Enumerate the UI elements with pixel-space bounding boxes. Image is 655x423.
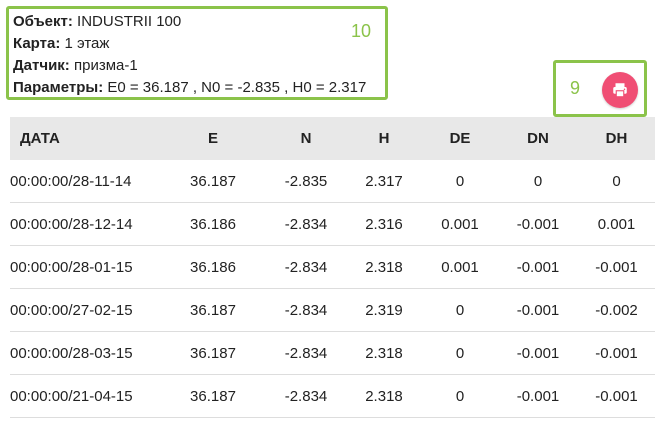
table-header: ДАТА E N H DE DN DH: [10, 117, 655, 160]
print-button[interactable]: [602, 72, 638, 108]
table-row: 00:00:00/28-01-15 36.186 -2.834 2.318 0.…: [10, 246, 655, 289]
params-label: Параметры:: [13, 79, 104, 96]
object-line: Объект: INDUSTRII 100: [13, 13, 181, 31]
cell-n: -2.834: [284, 344, 328, 362]
cell-h: 2.318: [365, 387, 403, 405]
cell-n: -2.834: [284, 301, 328, 319]
cell-dn: -0.001: [516, 258, 560, 276]
object-value: INDUSTRII 100: [77, 13, 182, 30]
cell-date: 00:00:00/27-02-15: [10, 301, 133, 319]
printer-icon: [613, 83, 627, 98]
cell-h: 2.318: [365, 344, 403, 362]
sensor-line: Датчик: призма-1: [13, 57, 138, 75]
table-row: 00:00:00/28-03-15 36.187 -2.834 2.318 0 …: [10, 332, 655, 375]
cell-dn: -0.001: [516, 387, 560, 405]
cell-e: 36.186: [190, 215, 236, 233]
cell-de: 0.001: [441, 258, 479, 276]
cell-dn: 0: [533, 172, 543, 190]
cell-de: 0: [455, 387, 465, 405]
table-row: 00:00:00/21-04-15 36.187 -2.834 2.318 0 …: [10, 375, 655, 418]
object-label: Объект:: [13, 13, 73, 30]
cell-de: 0: [455, 172, 465, 190]
cell-dh: -0.001: [595, 258, 638, 276]
header-h: H: [378, 130, 390, 147]
header-e: E: [207, 130, 218, 147]
cell-date: 00:00:00/28-01-15: [10, 258, 133, 276]
data-table: ДАТА E N H DE DN DH 00:00:00/28-11-14 36…: [10, 117, 655, 418]
cell-e: 36.187: [190, 344, 236, 362]
cell-h: 2.317: [365, 172, 403, 190]
print-panel: 9: [553, 60, 647, 117]
cell-n: -2.834: [284, 387, 328, 405]
map-line: Карта: 1 этаж: [13, 35, 109, 53]
cell-dh: -0.002: [595, 301, 638, 319]
cell-de: 0.001: [441, 215, 479, 233]
header-de: DE: [449, 130, 471, 147]
header-n: N: [300, 130, 312, 147]
cell-dn: -0.001: [516, 215, 560, 233]
sensor-label: Датчик:: [13, 57, 70, 74]
cell-de: 0: [455, 344, 465, 362]
cell-date: 00:00:00/28-11-14: [10, 172, 132, 190]
cell-dh: 0.001: [597, 215, 636, 233]
cell-h: 2.319: [365, 301, 403, 319]
header-dh: DH: [605, 130, 628, 147]
print-badge-number: 9: [570, 78, 581, 98]
table-row: 00:00:00/28-11-14 36.187 -2.835 2.317 0 …: [10, 160, 655, 203]
cell-de: 0: [455, 301, 465, 319]
sensor-value: призма-1: [73, 57, 138, 74]
cell-e: 36.187: [190, 172, 236, 190]
cell-n: -2.835: [284, 172, 328, 190]
cell-dh: -0.001: [595, 387, 638, 405]
cell-n: -2.834: [284, 258, 328, 276]
cell-dn: -0.001: [516, 301, 560, 319]
cell-date: 00:00:00/28-12-14: [10, 215, 133, 233]
header-dn: DN: [527, 130, 549, 147]
cell-h: 2.316: [365, 215, 403, 233]
cell-dh: -0.001: [595, 344, 638, 362]
cell-dn: -0.001: [516, 344, 560, 362]
params-line: Параметры: E0 = 36.187 , N0 = -2.835 , H…: [13, 79, 366, 97]
info-panel: Объект: INDUSTRII 100 Карта: 1 этаж Датч…: [6, 6, 388, 100]
cell-e: 36.187: [190, 301, 236, 319]
cell-date: 00:00:00/21-04-15: [10, 387, 133, 405]
map-value: 1 этаж: [64, 35, 110, 52]
cell-e: 36.187: [190, 387, 236, 405]
header-date: ДАТА: [20, 130, 60, 147]
cell-dh: 0: [612, 172, 621, 190]
cell-n: -2.834: [284, 215, 328, 233]
cell-e: 36.186: [190, 258, 236, 276]
cell-h: 2.318: [365, 258, 403, 276]
map-label: Карта:: [13, 35, 61, 52]
table-row: 00:00:00/28-12-14 36.186 -2.834 2.316 0.…: [10, 203, 655, 246]
table-row: 00:00:00/27-02-15 36.187 -2.834 2.319 0 …: [10, 289, 655, 332]
cell-date: 00:00:00/28-03-15: [10, 344, 133, 362]
params-value: E0 = 36.187 , N0 = -2.835 , H0 = 2.317: [107, 79, 367, 96]
info-badge-number: 10: [351, 21, 372, 41]
